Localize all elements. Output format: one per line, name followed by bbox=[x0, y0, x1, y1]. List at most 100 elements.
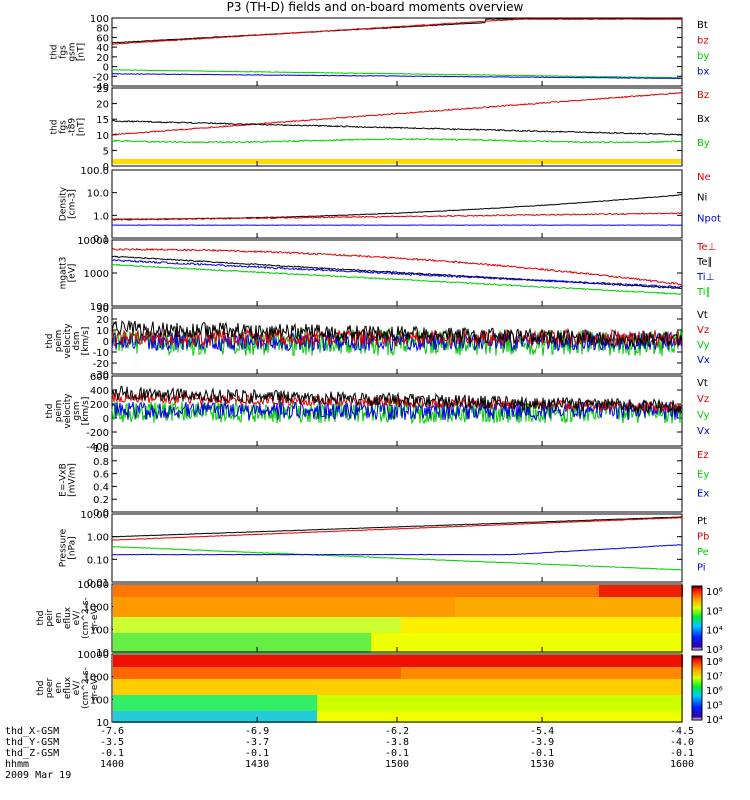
y-axis-label: gsm bbox=[68, 42, 78, 61]
orbit-row-value: 1600 bbox=[669, 759, 695, 770]
orbit-row-value: 1530 bbox=[530, 759, 555, 770]
legend-entry-Vz: Vz bbox=[697, 325, 709, 336]
y-tick-label: 1000 bbox=[84, 673, 109, 684]
y-axis-label: -t89 bbox=[68, 118, 78, 137]
y-axis-label: thd bbox=[36, 681, 46, 696]
y-axis-label: thd bbox=[50, 120, 60, 135]
legend-entry-Ex: Ex bbox=[697, 489, 709, 500]
y-axis-label: velocity bbox=[63, 323, 73, 359]
y-tick-label: -400 bbox=[86, 442, 109, 453]
legend-entry-Ne: Ne bbox=[697, 172, 711, 183]
y-tick-label: 40 bbox=[96, 43, 109, 54]
orbit-row-value: -5.4 bbox=[530, 726, 555, 737]
legend-entry-by: by bbox=[697, 51, 709, 62]
y-axis-label: peir bbox=[45, 609, 55, 627]
series-Bt bbox=[111, 18, 683, 44]
orbit-row-value: 1500 bbox=[384, 759, 410, 770]
legend-entry-Vx: Vx bbox=[697, 426, 710, 437]
y-tick-label: 1000 bbox=[84, 269, 109, 280]
date-label: 2009 Mar 19 bbox=[5, 770, 72, 781]
y-axis-label: thd bbox=[36, 611, 46, 626]
y-tick-label: 200 bbox=[90, 400, 109, 411]
colorbar-tick-label: 10⁵ bbox=[706, 701, 723, 712]
orbit-row-label: hhmm bbox=[5, 759, 30, 770]
y-axis-label: mgatt3 bbox=[59, 257, 69, 290]
y-axis-label: (cm^2-s- bbox=[81, 597, 91, 639]
series-by bbox=[111, 69, 683, 79]
orbit-row-value: -3.5 bbox=[99, 737, 125, 748]
y-tick-label: 80 bbox=[96, 24, 109, 35]
y-tick-label: 0.4 bbox=[93, 482, 109, 493]
panel-frame bbox=[111, 513, 683, 583]
panel-frame bbox=[111, 447, 683, 513]
orbit-row-value: -6.2 bbox=[384, 726, 410, 737]
y-axis-label: [km/s] bbox=[81, 397, 91, 426]
orbit-row-thd_Z-GSM: thd_Z-GSM -0.1 -0.1 -0.1 -0.1 -0.1 bbox=[0, 748, 750, 759]
orbit-row-hhmm: hhmm 1400 1430 1500 1530 1600 bbox=[0, 759, 750, 770]
y-tick-label: 600 bbox=[90, 372, 109, 383]
legend-entry-Vy: Vy bbox=[697, 410, 710, 421]
series-Bx bbox=[111, 119, 682, 136]
legend-entry-Bt: Bt bbox=[697, 20, 708, 31]
y-axis-label: thd bbox=[45, 404, 55, 419]
y-tick-label: 1.0 bbox=[93, 211, 109, 222]
legend-entry-Vt: Vt bbox=[697, 310, 708, 321]
y-tick-label: 100 bbox=[90, 302, 109, 313]
y-axis-label: eflux bbox=[63, 606, 73, 629]
orbit-row-value: -0.1 bbox=[530, 748, 555, 759]
colorbar-tick-label: 10⁸ bbox=[706, 657, 723, 668]
series-Vt bbox=[111, 320, 683, 348]
y-tick-label: 100 bbox=[90, 625, 109, 636]
orbit-row-value: -4.5 bbox=[669, 726, 695, 737]
series-Ti-par bbox=[111, 263, 683, 295]
y-axis-label: en bbox=[54, 612, 64, 623]
series-Te-par bbox=[111, 255, 682, 290]
y-tick-label: 0 bbox=[103, 337, 109, 348]
panel-fgs bbox=[111, 17, 683, 87]
y-axis-label: eV/ bbox=[72, 680, 82, 696]
y-axis-label: Pressure bbox=[59, 528, 69, 567]
y-axis-label: [nPa] bbox=[68, 536, 78, 559]
legend-entry-Ti∥: Ti∥ bbox=[696, 287, 711, 298]
series-Vz-ion bbox=[111, 392, 683, 413]
orbit-row-value: -3.7 bbox=[245, 737, 270, 748]
colorbar-tick-label: 10⁶ bbox=[706, 686, 723, 697]
y-axis-label: sr-eV) bbox=[90, 675, 100, 701]
y-tick-label: 25 bbox=[96, 84, 109, 95]
colorbar-tick-label: 10⁴ bbox=[706, 715, 723, 726]
legend-entry-Vx: Vx bbox=[697, 355, 710, 366]
orbit-row-label: thd_Z-GSM bbox=[5, 748, 60, 759]
y-axis-label: thd bbox=[50, 45, 60, 60]
colorbar-tick-label: 10⁵ bbox=[706, 606, 723, 617]
orbit-row-value: 1400 bbox=[99, 759, 125, 770]
y-tick-label: 10 bbox=[96, 648, 109, 659]
legend-entry-Vy: Vy bbox=[697, 340, 710, 351]
y-tick-label: 20 bbox=[96, 100, 109, 111]
orbit-row-value: -7.6 bbox=[99, 726, 125, 737]
y-tick-label: 100.0 bbox=[80, 166, 109, 177]
series-Bz bbox=[112, 92, 683, 136]
series-Vz bbox=[111, 328, 683, 348]
legend-entry-Pe: Pe bbox=[697, 547, 709, 558]
colorbar bbox=[691, 655, 703, 721]
orbit-row-value: -3.8 bbox=[384, 737, 410, 748]
y-axis-label: Density bbox=[59, 186, 69, 221]
legend-entry-By: By bbox=[697, 138, 710, 149]
legend-entry-Vt: Vt bbox=[697, 378, 708, 389]
y-tick-label: 0 bbox=[103, 63, 109, 74]
series-Ti-perp bbox=[111, 259, 682, 289]
series-Vx bbox=[111, 331, 683, 352]
legend-entry-Pi: Pi bbox=[697, 563, 706, 574]
y-tick-label: 0 bbox=[103, 162, 109, 173]
series-Ne bbox=[111, 212, 683, 222]
colorbar-tick-label: 10⁴ bbox=[706, 626, 723, 637]
y-axis-label: [nT] bbox=[77, 43, 87, 61]
legend-entry-Npot: Npot bbox=[697, 213, 721, 224]
series-Pe bbox=[111, 546, 683, 571]
y-tick-label: 1000 bbox=[84, 603, 109, 614]
y-axis-label: fgs bbox=[59, 45, 69, 59]
y-tick-label: 0.01 bbox=[87, 578, 109, 589]
orbit-axis-table: thd_X-GSM -7.6 -6.9 -6.2 -5.4 -4.5 thd_Y-GSM -3… bbox=[0, 726, 750, 800]
panel-efield bbox=[111, 447, 683, 513]
